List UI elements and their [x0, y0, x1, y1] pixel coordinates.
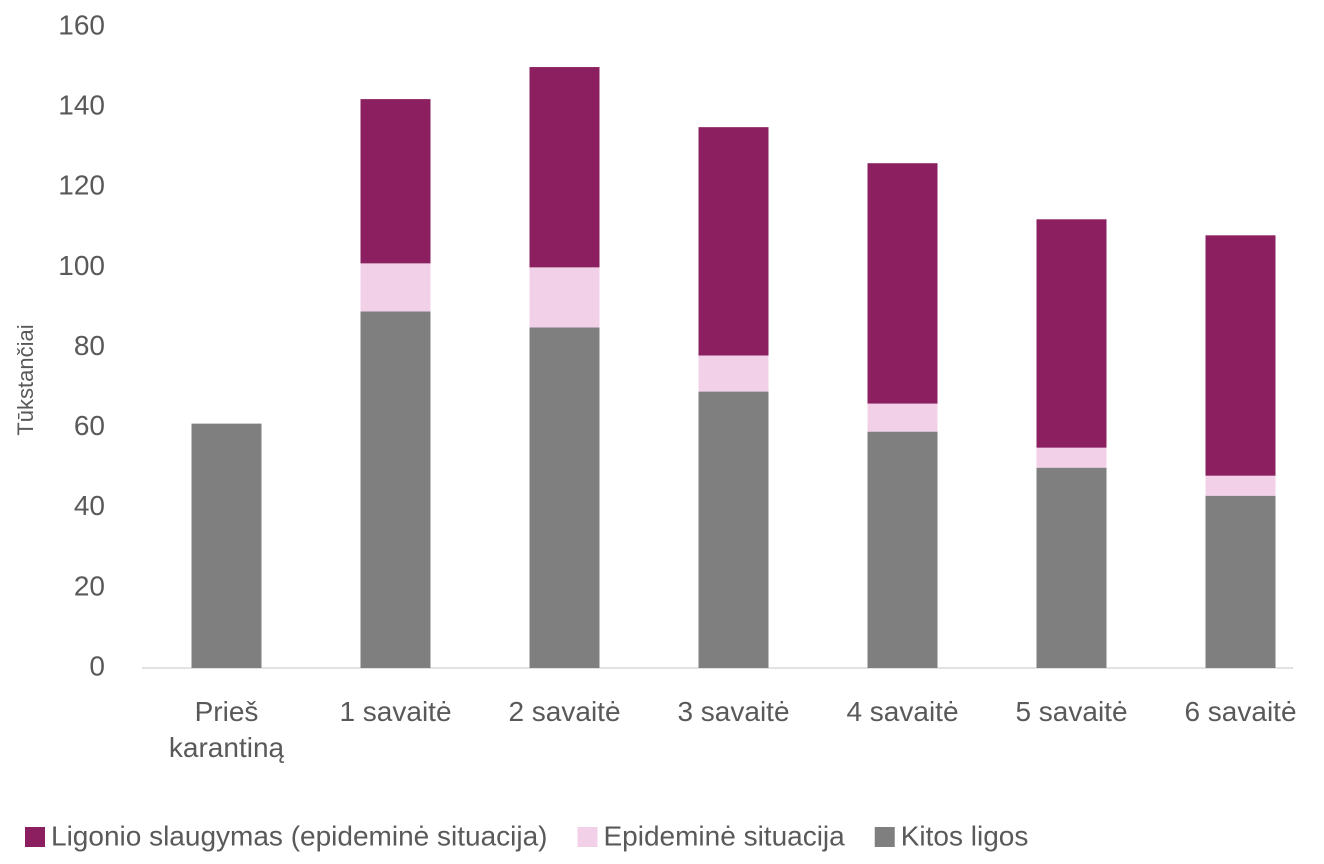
- legend-label: Kitos ligos: [901, 820, 1029, 851]
- bar-segment: [698, 127, 769, 356]
- legend-label: Ligonio slaugymas (epideminė situacija): [51, 820, 547, 851]
- x-tick-label: 2 savaitė: [508, 696, 621, 727]
- legend-swatch: [577, 827, 598, 847]
- bar-segment: [698, 391, 769, 668]
- y-tick-label: 60: [74, 410, 105, 441]
- y-tick-label: 140: [58, 90, 105, 121]
- bar-segment: [1205, 235, 1276, 476]
- y-tick-label: 40: [74, 490, 105, 521]
- legend-label: Epideminė situacija: [603, 820, 845, 851]
- y-tick-label: 160: [58, 9, 105, 40]
- bar-segment: [529, 67, 600, 268]
- bar-segment: [1036, 447, 1107, 468]
- bar-segment: [360, 311, 431, 668]
- bar-segment: [191, 423, 262, 668]
- legend-swatch: [25, 827, 45, 847]
- bar-segment: [1036, 467, 1107, 668]
- bar-segment: [867, 403, 938, 432]
- bar-segment: [1036, 219, 1107, 448]
- x-tick-label: 4 savaitė: [846, 696, 959, 727]
- bar-segment: [867, 431, 938, 668]
- y-axis-label: Tūkstančiai: [13, 324, 38, 435]
- bar-segment: [360, 263, 431, 312]
- x-tick-label: 1 savaitė: [339, 696, 452, 727]
- bar-segment: [698, 355, 769, 392]
- bar-segment: [867, 163, 938, 404]
- y-tick-label: 100: [58, 250, 105, 281]
- y-tick-label: 120: [58, 170, 105, 201]
- x-tick-label: 6 savaitė: [1184, 696, 1297, 727]
- y-tick-label: 20: [74, 570, 105, 601]
- bar-segment: [1205, 495, 1276, 668]
- x-tick-label: Prieš karantiną: [168, 696, 285, 763]
- bar-segment: [1205, 475, 1276, 496]
- bar-segment: [529, 327, 600, 668]
- x-tick-label: 3 savaitė: [677, 696, 790, 727]
- x-tick-label: 5 savaitė: [1015, 696, 1128, 727]
- y-tick-label: 80: [74, 330, 105, 361]
- bar-segment: [360, 99, 431, 264]
- y-tick-label: 0: [89, 650, 105, 681]
- bar-segment: [529, 267, 600, 328]
- legend-swatch: [874, 827, 895, 847]
